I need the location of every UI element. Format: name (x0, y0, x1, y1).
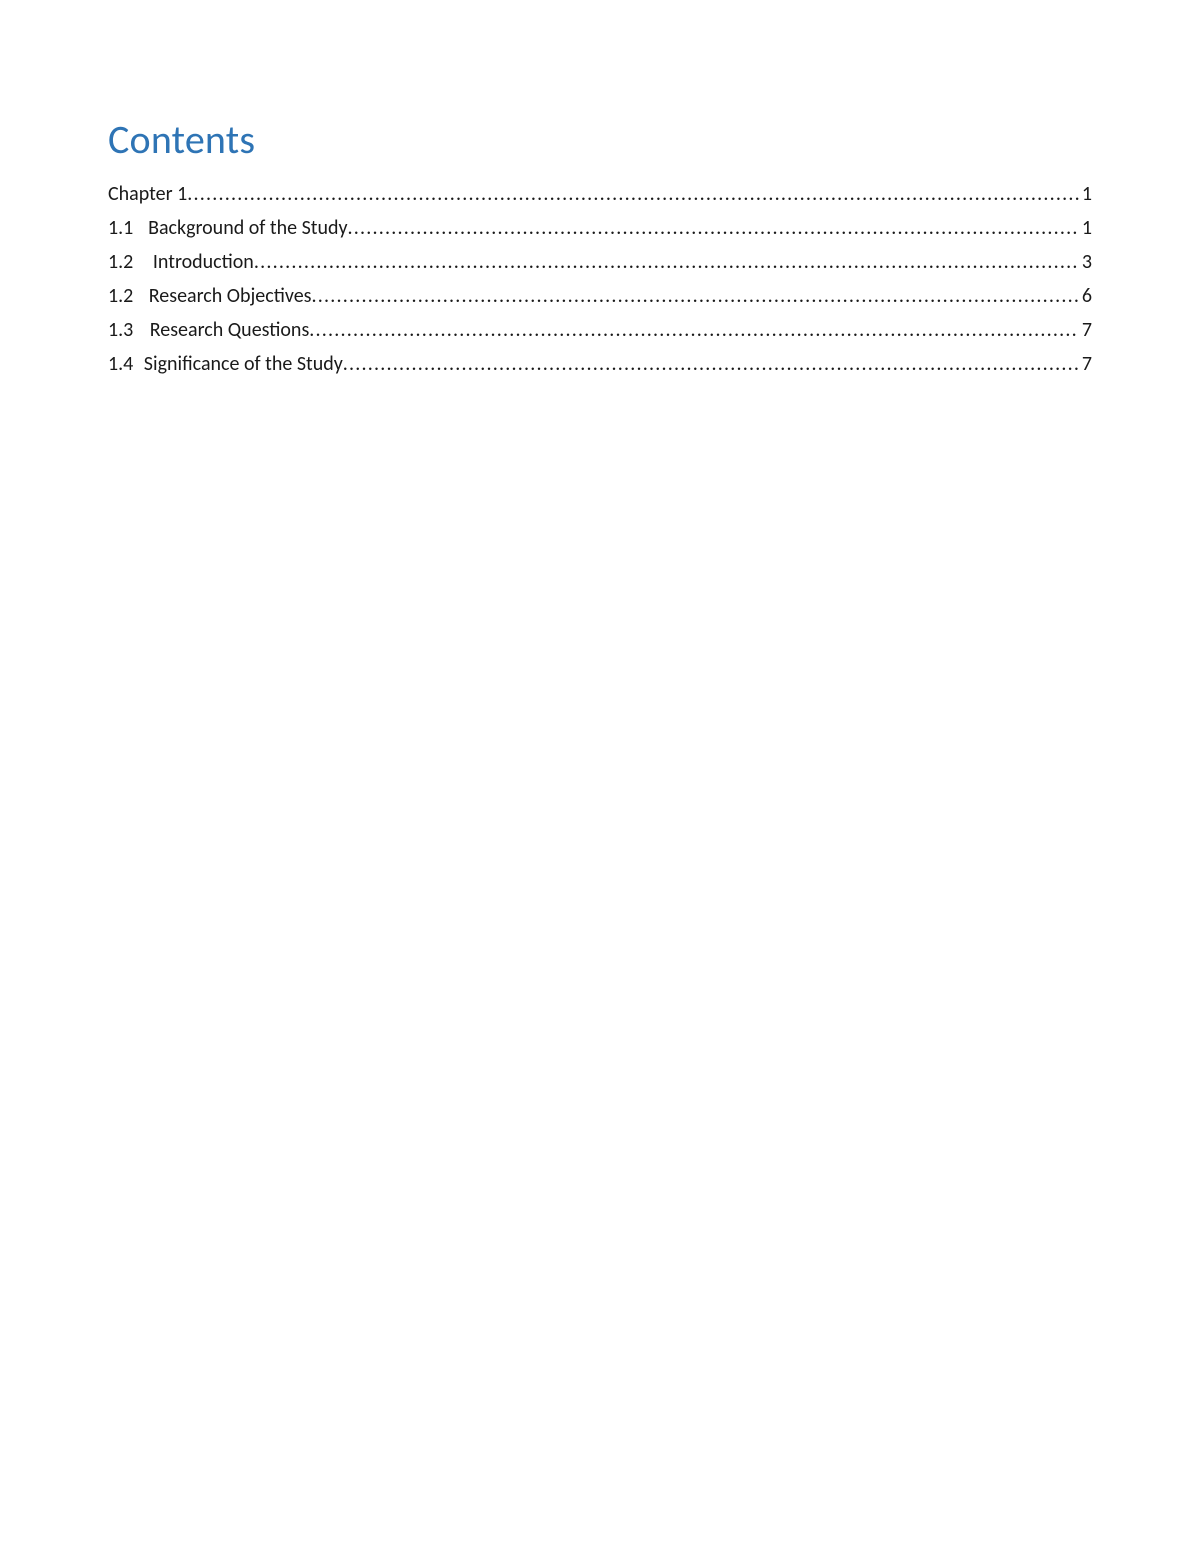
toc-label: Significance of the Study (144, 354, 343, 375)
page-title: Contents (108, 115, 1092, 164)
toc-entry-research-objectives: 1.2 Research Objectives 6 (108, 280, 1092, 314)
toc-page-number: 7 (1080, 354, 1092, 375)
toc-entry-introduction: 1.2 Introduction 3 (108, 246, 1092, 280)
toc-leader (187, 184, 1079, 205)
toc-page-number: 1 (1080, 184, 1092, 205)
toc-label: Background of the Study (148, 218, 347, 239)
toc-page-number: 7 (1080, 320, 1092, 341)
toc-leader (311, 286, 1078, 307)
toc-label: Introduction (153, 252, 254, 273)
toc-entry-significance: 1.4 Significance of the Study 7 (108, 348, 1092, 382)
toc-entry-chapter-1: Chapter 1 1 (108, 178, 1092, 212)
toc-leader (343, 354, 1079, 375)
toc-entry-research-questions: 1.3 Research Questions 7 (108, 314, 1092, 348)
toc-number: 1.2 (108, 252, 133, 273)
toc-number: 1.2 (108, 286, 133, 307)
toc-page-number: 3 (1080, 252, 1092, 273)
toc-leader (348, 218, 1079, 239)
toc-number: 1.3 (108, 320, 133, 341)
toc-leader (254, 252, 1079, 273)
toc-number: 1.4 (108, 354, 133, 375)
toc-label: Research Questions (150, 320, 310, 341)
toc-label: Research Objectives (149, 286, 312, 307)
toc-page-number: 6 (1080, 286, 1092, 307)
toc-number: Chapter 1 (108, 184, 187, 205)
toc-leader (309, 320, 1079, 341)
toc-entry-background: 1.1 Background of the Study 1 (108, 212, 1092, 246)
toc-number: 1.1 (108, 218, 133, 239)
toc-page-number: 1 (1080, 218, 1092, 239)
page: Contents Chapter 1 1 1.1 Background of t… (0, 0, 1200, 1553)
